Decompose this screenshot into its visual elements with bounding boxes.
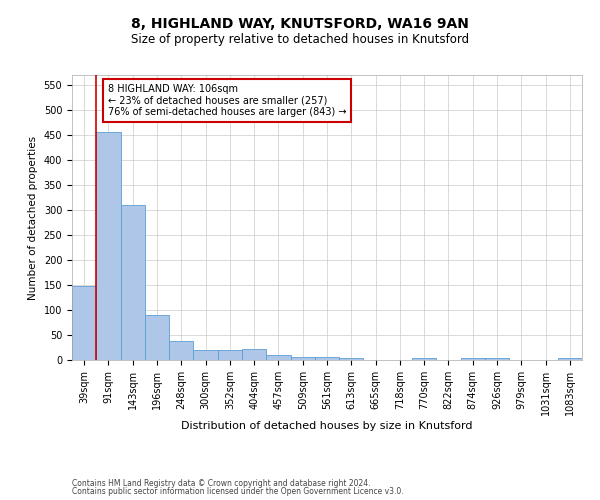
Bar [72,286,96,360]
Bar [121,204,145,360]
X-axis label: Distribution of detached houses by size in Knutsford: Distribution of detached houses by size … [181,420,473,430]
Bar [461,358,485,360]
Text: 8, HIGHLAND WAY, KNUTSFORD, WA16 9AN: 8, HIGHLAND WAY, KNUTSFORD, WA16 9AN [131,18,469,32]
Bar [242,349,266,360]
Bar [290,356,315,360]
Bar [96,132,121,360]
Bar [218,350,242,360]
Bar [339,358,364,360]
Bar [558,358,582,360]
Text: Size of property relative to detached houses in Knutsford: Size of property relative to detached ho… [131,32,469,46]
Bar [145,314,169,360]
Bar [266,354,290,360]
Text: Contains public sector information licensed under the Open Government Licence v3: Contains public sector information licen… [72,487,404,496]
Bar [169,341,193,360]
Y-axis label: Number of detached properties: Number of detached properties [28,136,38,300]
Bar [412,358,436,360]
Bar [315,357,339,360]
Bar [193,350,218,360]
Text: Contains HM Land Registry data © Crown copyright and database right 2024.: Contains HM Land Registry data © Crown c… [72,478,371,488]
Bar [485,358,509,360]
Text: 8 HIGHLAND WAY: 106sqm
← 23% of detached houses are smaller (257)
76% of semi-de: 8 HIGHLAND WAY: 106sqm ← 23% of detached… [108,84,346,116]
